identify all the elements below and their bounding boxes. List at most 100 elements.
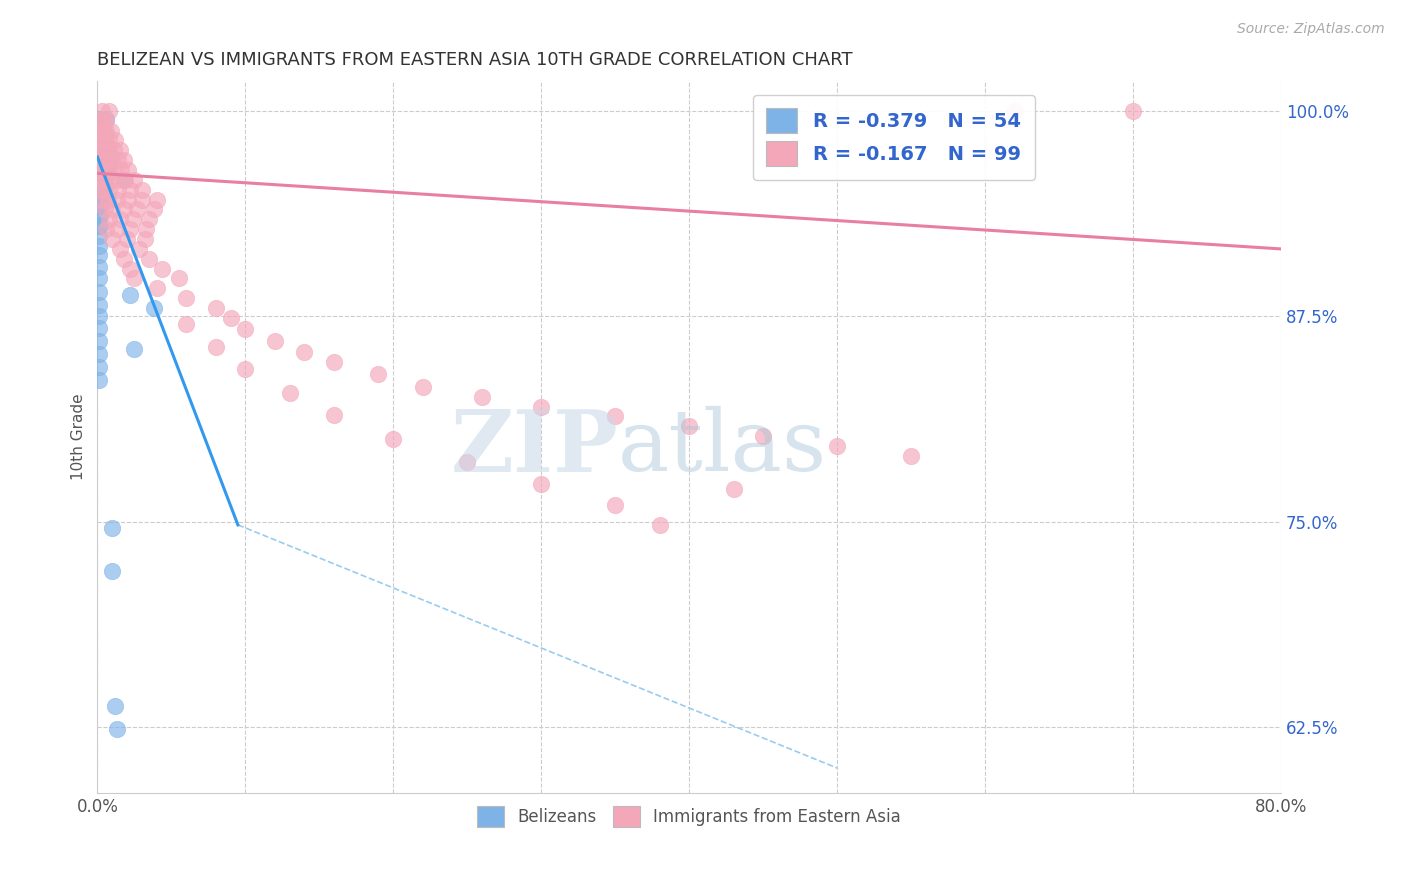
Point [900, 449, 922, 463]
Point [87, 260, 110, 274]
Point [89, 209, 111, 223]
Point [110, 163, 132, 178]
Point [87, 160, 110, 174]
Point [124, 271, 146, 285]
Point [94, 133, 117, 147]
Point [96, 169, 118, 184]
Point [89, 183, 111, 197]
Point [530, 476, 553, 491]
Point [94, 150, 117, 164]
Point [87, 133, 110, 147]
Point [90, 123, 112, 137]
Point [87, 228, 110, 243]
Point [97, 163, 120, 178]
Point [91, 153, 114, 168]
Point [87, 219, 110, 233]
Point [87, 271, 110, 285]
Point [118, 222, 141, 236]
Point [204, 301, 226, 315]
Point [323, 408, 346, 422]
Point [98, 133, 121, 147]
Point [97, 144, 120, 158]
Point [87, 298, 110, 312]
Point [90, 179, 112, 194]
Point [89, 189, 111, 203]
Point [723, 482, 745, 496]
Point [117, 193, 139, 207]
Point [87, 285, 110, 299]
Point [605, 409, 627, 424]
Point [278, 386, 301, 401]
Point [142, 301, 165, 315]
Point [90, 103, 112, 118]
Point [264, 334, 287, 348]
Point [90, 189, 112, 203]
Point [98, 183, 121, 197]
Point [138, 252, 160, 266]
Point [124, 173, 146, 187]
Point [94, 127, 117, 141]
Point [174, 318, 197, 332]
Point [87, 248, 110, 262]
Text: Source: ZipAtlas.com: Source: ZipAtlas.com [1237, 22, 1385, 37]
Point [105, 193, 128, 207]
Point [87, 373, 110, 387]
Point [94, 202, 117, 217]
Point [128, 242, 150, 256]
Point [152, 261, 174, 276]
Point [101, 202, 124, 217]
Point [131, 193, 153, 207]
Point [98, 103, 121, 118]
Point [90, 133, 112, 147]
Point [96, 112, 118, 127]
Point [118, 288, 141, 302]
Point [96, 123, 118, 137]
Point [118, 183, 141, 197]
Point [605, 498, 627, 512]
Point [127, 202, 149, 217]
Point [117, 163, 139, 178]
Point [89, 140, 111, 154]
Point [90, 160, 112, 174]
Point [752, 429, 775, 443]
Point [98, 160, 121, 174]
Point [87, 163, 110, 178]
Point [87, 238, 110, 252]
Point [87, 113, 110, 128]
Point [87, 144, 110, 158]
Point [138, 212, 160, 227]
Point [105, 173, 128, 187]
Point [233, 361, 256, 376]
Point [105, 722, 128, 736]
Y-axis label: 10th Grade: 10th Grade [72, 393, 86, 480]
Point [142, 202, 165, 217]
Text: ZIP: ZIP [450, 406, 619, 490]
Point [87, 334, 110, 348]
Point [112, 173, 135, 187]
Point [87, 179, 110, 194]
Point [96, 153, 118, 168]
Point [678, 419, 700, 434]
Point [103, 144, 125, 158]
Point [91, 169, 114, 184]
Point [89, 169, 111, 184]
Point [145, 281, 167, 295]
Point [87, 123, 110, 137]
Point [530, 400, 553, 414]
Point [94, 179, 117, 194]
Point [100, 123, 122, 137]
Point [91, 163, 114, 178]
Point [323, 355, 346, 369]
Point [145, 193, 167, 207]
Point [204, 341, 226, 355]
Point [89, 150, 111, 164]
Point [97, 193, 120, 207]
Point [91, 160, 114, 174]
Point [174, 291, 197, 305]
Point [131, 183, 153, 197]
Point [91, 144, 114, 158]
Point [412, 380, 434, 394]
Point [167, 271, 190, 285]
Point [90, 193, 112, 207]
Point [90, 127, 112, 141]
